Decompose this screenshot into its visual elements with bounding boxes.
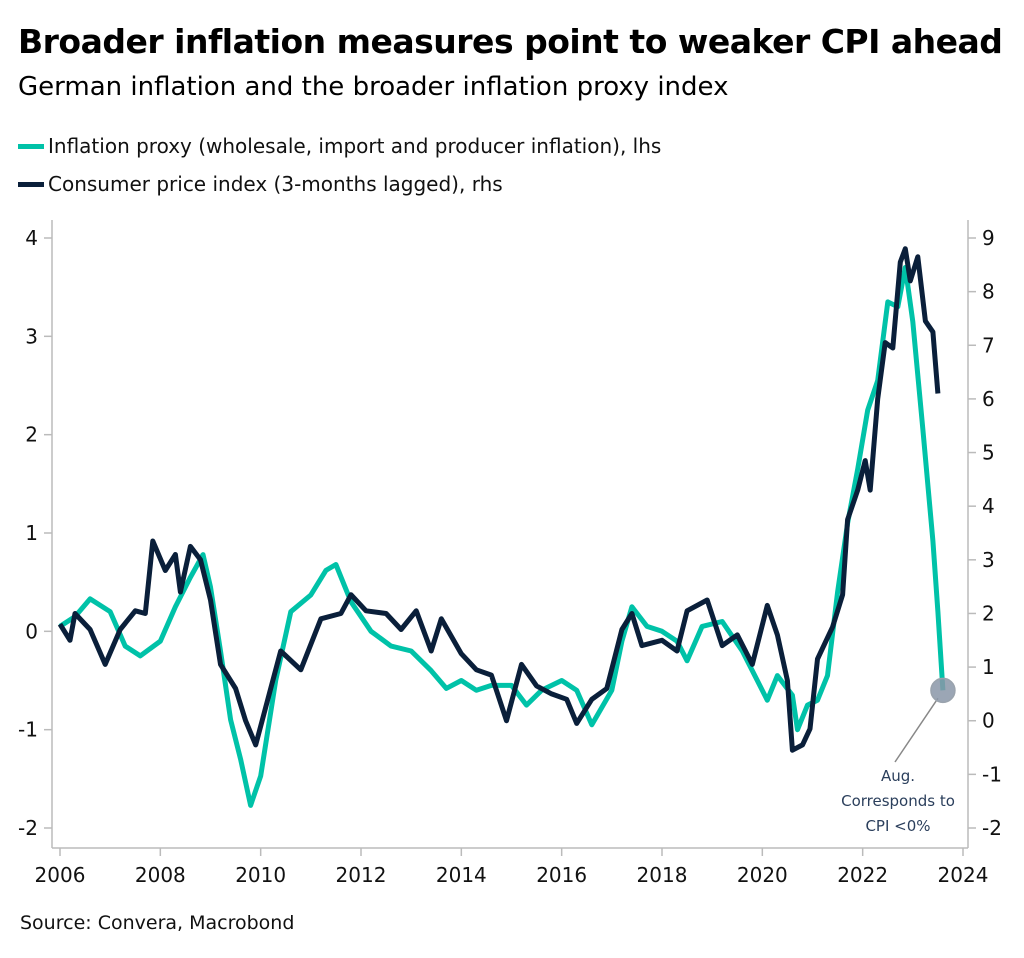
- y-left-tick-label: -1: [18, 718, 38, 742]
- x-tick-label: 2008: [135, 863, 186, 887]
- x-tick-label: 2012: [336, 863, 387, 887]
- y-left-tick-label: 3: [25, 324, 38, 348]
- x-tick-label: 2020: [737, 863, 788, 887]
- y-right-tick-label: 0: [982, 709, 995, 733]
- y-right-tick-label: 8: [982, 280, 995, 304]
- legend-swatch-cpi: [18, 181, 44, 187]
- y-right-tick-label: 7: [982, 333, 995, 357]
- y-right-tick-label: 9: [982, 226, 995, 250]
- legend-label-proxy: Inflation proxy (wholesale, import and p…: [48, 134, 662, 158]
- y-right-tick-label: -2: [982, 816, 1002, 840]
- y-right-tick-label: 5: [982, 441, 995, 465]
- y-right-tick-label: 4: [982, 494, 995, 518]
- source-note: Source: Convera, Macrobond: [20, 912, 295, 934]
- x-tick-label: 2010: [235, 863, 286, 887]
- y-right-tick-label: 2: [982, 601, 995, 625]
- x-tick-label: 2018: [637, 863, 688, 887]
- y-left-tick-label: 0: [25, 619, 38, 643]
- x-tick-label: 2014: [436, 863, 487, 887]
- x-tick-label: 2022: [837, 863, 888, 887]
- y-right-tick-label: 6: [982, 387, 995, 411]
- annotation-marker: [930, 677, 956, 704]
- legend-label-cpi: Consumer price index (3-months lagged), …: [48, 172, 503, 196]
- chart-title: Broader inflation measures point to weak…: [18, 22, 1003, 61]
- legend-item-proxy: Inflation proxy (wholesale, import and p…: [18, 134, 661, 158]
- x-tick-label: 2006: [35, 863, 86, 887]
- annotation-text: Corresponds to: [841, 792, 955, 810]
- x-tick-label: 2016: [536, 863, 587, 887]
- y-right-tick-label: -1: [982, 762, 1002, 786]
- x-tick-label: 2024: [938, 863, 989, 887]
- series-line-cpi: [57, 246, 941, 753]
- legend-item-cpi: Consumer price index (3-months lagged), …: [18, 172, 503, 196]
- annotation-text: CPI <0%: [865, 817, 930, 835]
- y-left-tick-label: 1: [25, 521, 38, 545]
- y-left-tick-label: -2: [18, 816, 38, 840]
- annotation-leader-line: [894, 697, 939, 763]
- y-right-tick-label: 3: [982, 548, 995, 572]
- legend-swatch-proxy: [18, 143, 44, 149]
- y-left-tick-label: 4: [25, 226, 38, 250]
- y-right-tick-label: 1: [982, 655, 995, 679]
- y-left-tick-label: 2: [25, 423, 38, 447]
- chart-subtitle: German inflation and the broader inflati…: [18, 72, 729, 102]
- annotation-text: Aug.: [881, 767, 915, 785]
